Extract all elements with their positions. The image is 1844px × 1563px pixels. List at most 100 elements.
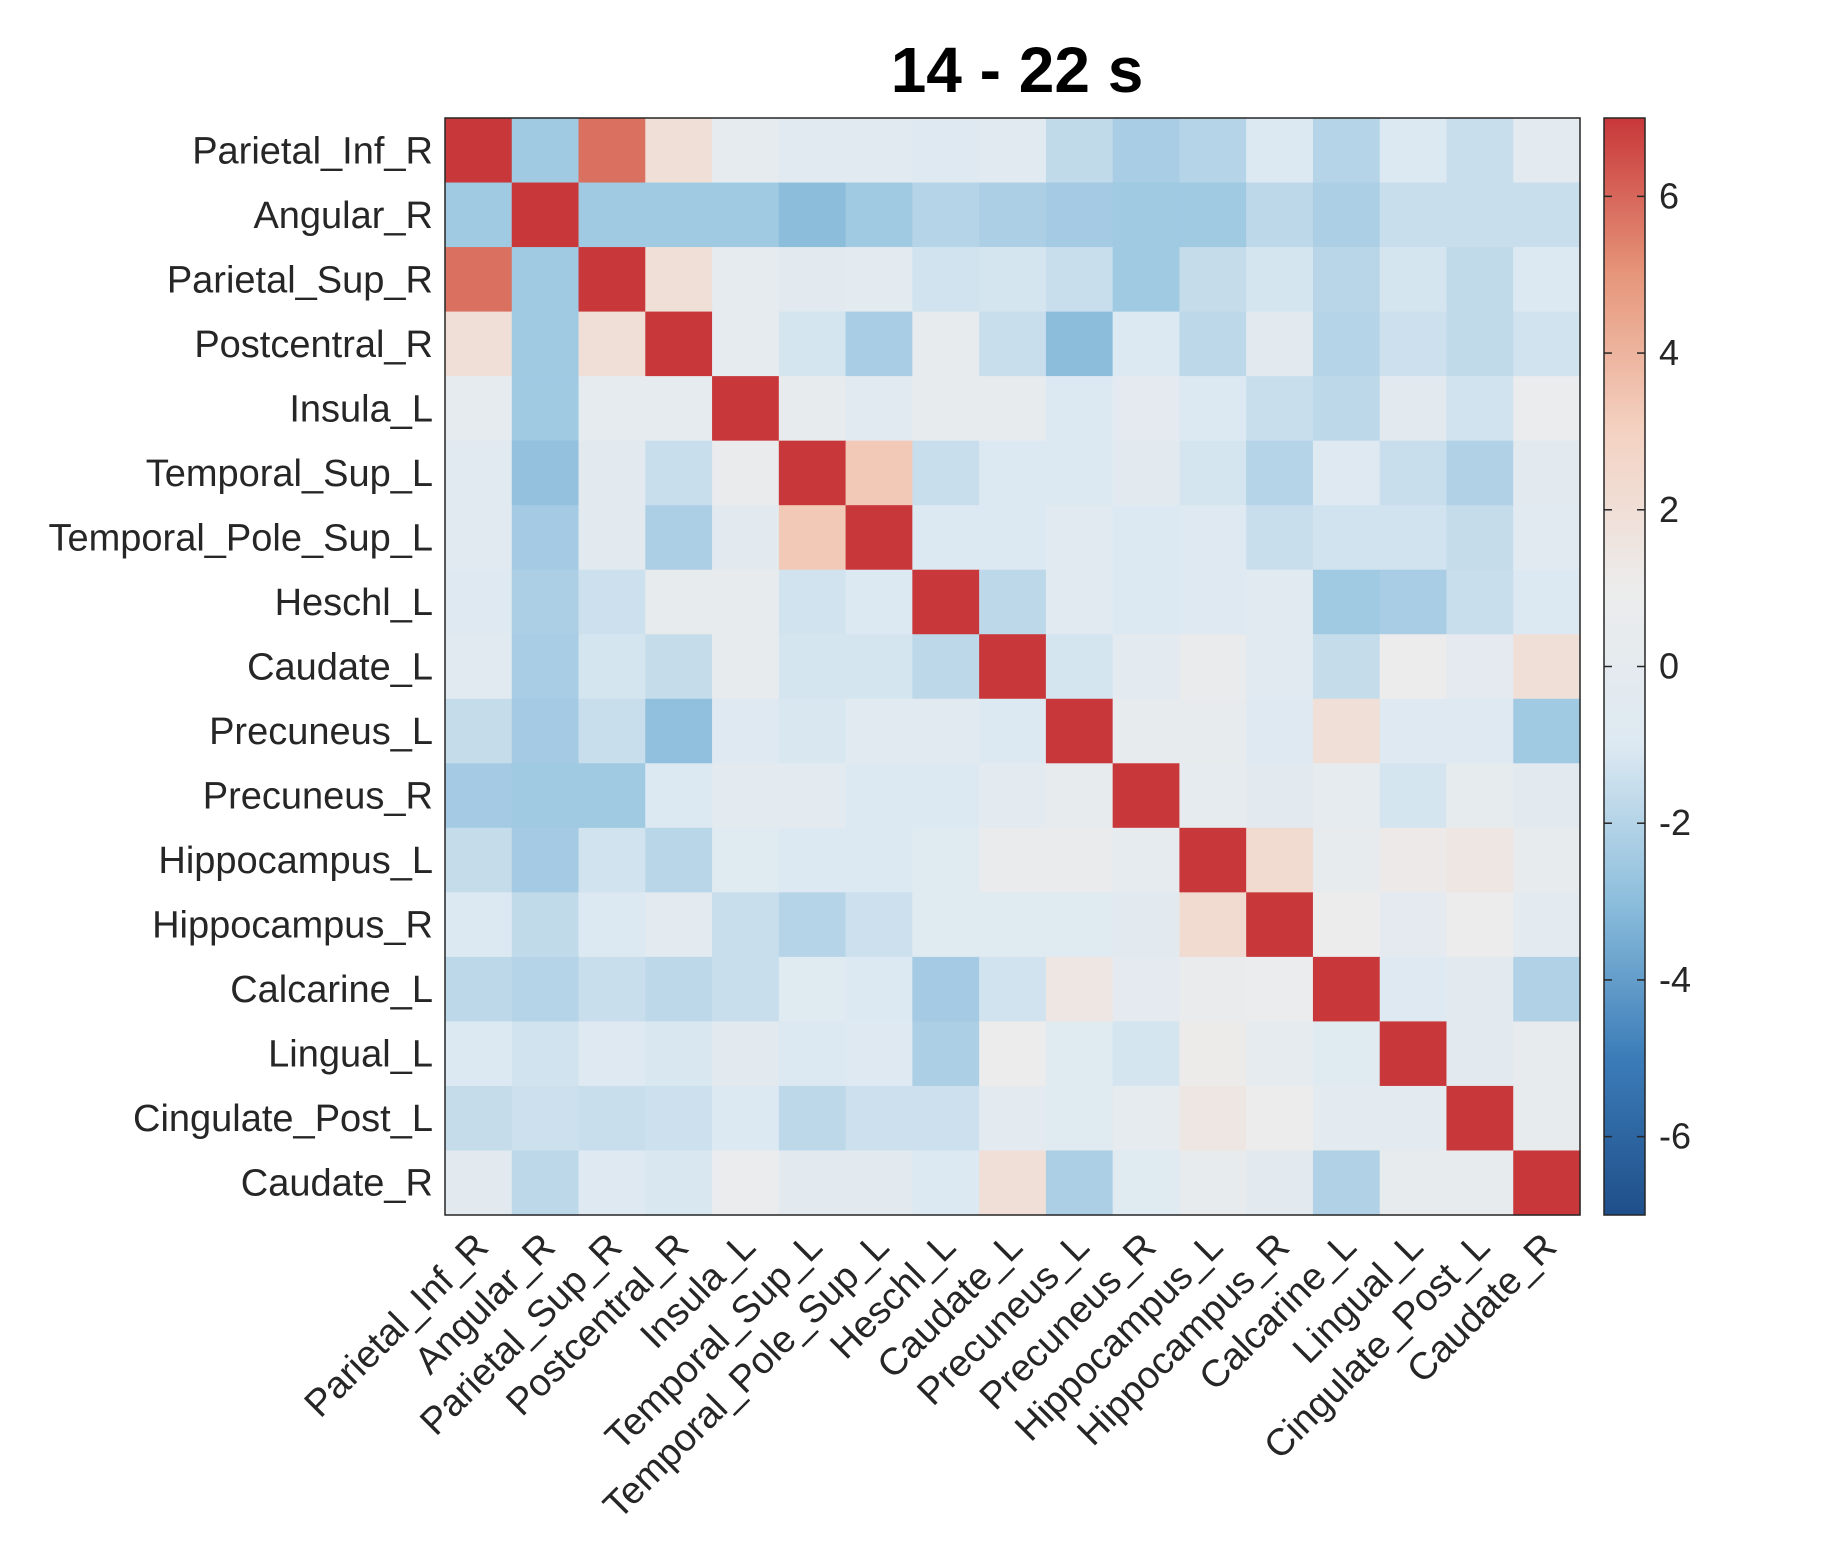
heatmap-cell — [1112, 505, 1181, 571]
heatmap-cell — [511, 698, 580, 764]
heatmap-cell — [1312, 827, 1381, 893]
heatmap-cell — [1379, 376, 1448, 442]
heatmap-cell — [778, 1021, 847, 1087]
heatmap-cell — [1045, 311, 1114, 377]
colorbar-tick-label: -2 — [1659, 802, 1691, 843]
heatmap-cell — [1179, 827, 1247, 893]
heatmap-cell — [645, 182, 713, 248]
heatmap-cell — [511, 827, 580, 893]
heatmap-cell — [1312, 892, 1381, 958]
heatmap-cell — [1246, 1150, 1314, 1216]
heatmap-cell — [1112, 440, 1181, 506]
heatmap-cell — [445, 956, 513, 1023]
heatmap-cell — [1513, 1021, 1581, 1087]
heatmap-cell — [578, 1021, 646, 1087]
row-label: Lingual_L — [268, 1034, 433, 1076]
row-label: Postcentral_R — [194, 324, 433, 366]
heatmap-cell — [578, 956, 646, 1023]
heatmap-cell — [1312, 1150, 1381, 1216]
heatmap-cell — [1379, 1085, 1448, 1152]
heatmap-cell — [979, 247, 1047, 313]
heatmap-cell — [912, 763, 980, 829]
heatmap-cell — [1513, 118, 1581, 184]
heatmap-cell — [645, 1021, 713, 1087]
row-labels: Parietal_Inf_R Angular_R Parietal_Sup_R Pos… — [49, 130, 434, 1204]
heatmap-cell — [845, 182, 913, 248]
heatmap-cell — [1379, 827, 1448, 893]
heatmap-cell — [445, 763, 513, 829]
heatmap-cell — [645, 763, 713, 829]
heatmap-cell — [445, 698, 513, 764]
heatmap-cell — [1179, 247, 1247, 313]
heatmap-cell — [1179, 698, 1247, 764]
heatmap-cell — [979, 634, 1047, 700]
heatmap-cell — [1246, 1085, 1314, 1152]
heatmap-cell — [1045, 763, 1114, 829]
heatmap-cell — [1513, 311, 1581, 377]
heatmap-cell — [445, 440, 513, 506]
heatmap-cell — [1112, 1150, 1181, 1216]
heatmap-cell — [845, 505, 913, 571]
heatmap-cell — [712, 505, 780, 571]
heatmap-cell — [1045, 1085, 1114, 1152]
heatmap-cell — [778, 763, 847, 829]
heatmap-cell — [845, 634, 913, 700]
heatmap-cell — [1312, 956, 1381, 1023]
heatmap-cell — [1045, 1150, 1114, 1216]
heatmap-cell — [1312, 440, 1381, 506]
colorbar-tick-label: 0 — [1659, 646, 1679, 687]
heatmap-cell — [845, 892, 913, 958]
heatmap-cell — [1513, 634, 1581, 700]
heatmap-cell — [1446, 182, 1514, 248]
heatmap-cell — [1112, 634, 1181, 700]
heatmap-cell — [979, 1085, 1047, 1152]
heatmap-cell — [1179, 1150, 1247, 1216]
heatmap-cell — [511, 440, 580, 506]
heatmap-cell — [1379, 311, 1448, 377]
heatmap-cell — [1312, 1085, 1381, 1152]
heatmap-cell — [1379, 569, 1448, 635]
row-label: Hippocampus_L — [158, 840, 433, 882]
heatmap-cell — [1446, 569, 1514, 635]
heatmap-cell — [1513, 505, 1581, 571]
colorbar-tick-label: -4 — [1659, 959, 1691, 1000]
heatmap-cell — [1312, 569, 1381, 635]
heatmap-cell — [1446, 892, 1514, 958]
heatmap-cell — [645, 118, 713, 184]
heatmap-cell — [1446, 698, 1514, 764]
heatmap-cell — [1179, 182, 1247, 248]
heatmap-cell — [712, 1021, 780, 1087]
heatmap-cell — [912, 698, 980, 764]
heatmap-cell — [845, 956, 913, 1023]
heatmap-cell — [578, 247, 646, 313]
heatmap-cell — [511, 763, 580, 829]
heatmap-cell — [1446, 311, 1514, 377]
heatmap-cell — [1379, 182, 1448, 248]
heatmap-cell — [1112, 1021, 1181, 1087]
heatmap-cell — [1179, 1085, 1247, 1152]
row-label: Precuneus_R — [203, 776, 433, 818]
heatmap-cell — [578, 118, 646, 184]
heatmap-cell — [845, 1085, 913, 1152]
colorbar-tick-label: -6 — [1659, 1116, 1691, 1157]
heatmap-cell — [445, 569, 513, 635]
heatmap-cell — [912, 634, 980, 700]
row-label: Temporal_Sup_L — [146, 453, 433, 495]
heatmap-cell — [1513, 376, 1581, 442]
heatmap-cell — [778, 247, 847, 313]
heatmap-cell — [1446, 247, 1514, 313]
heatmap-cell — [845, 247, 913, 313]
heatmap-cell — [511, 956, 580, 1023]
heatmap-cell — [979, 1021, 1047, 1087]
heatmap-cell — [645, 634, 713, 700]
heatmap-cell — [912, 247, 980, 313]
heatmap-cell — [511, 311, 580, 377]
colorbar-tick-label: 2 — [1659, 489, 1679, 530]
heatmap-cell — [445, 505, 513, 571]
heatmap-cell — [1045, 118, 1114, 184]
row-label: Caudate_R — [241, 1163, 433, 1205]
heatmap-cell — [1246, 1021, 1314, 1087]
heatmap-cell — [1246, 440, 1314, 506]
colorbar-tick-label: 6 — [1659, 175, 1679, 216]
